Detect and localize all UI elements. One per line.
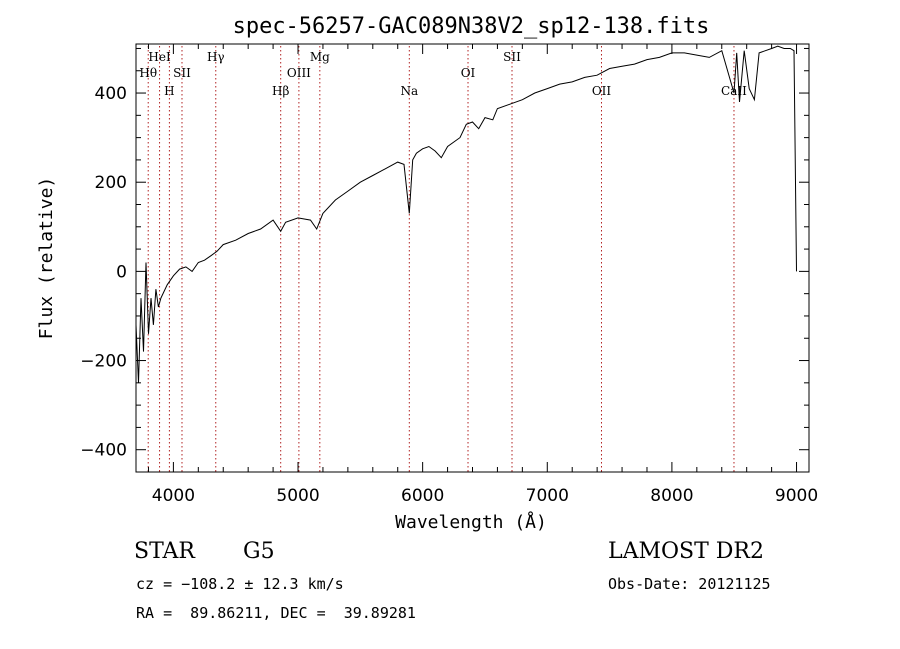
x-tick-label: 9000: [775, 486, 818, 506]
spectral-line-label: Hβ: [272, 84, 289, 98]
redshift-velocity: cz = −108.2 ± 12.3 km/s: [136, 575, 344, 593]
y-tick-label: −400: [80, 441, 127, 461]
survey-name: LAMOST DR2: [608, 539, 764, 564]
x-tick-label: 6000: [401, 486, 444, 506]
spectral-line-label: OI: [461, 66, 476, 80]
spectral-line-label: SII: [503, 50, 521, 64]
spectral-line-label: Mg: [310, 50, 330, 64]
object-subclass: G5: [243, 539, 275, 564]
spectral-line-label: Na: [400, 84, 418, 98]
y-tick-label: 0: [116, 262, 127, 282]
spectral-line-label: Hθ: [139, 66, 157, 80]
spectrum-series: [135, 45, 797, 383]
plot-frame: [135, 43, 810, 473]
spectrum-line: [135, 45, 797, 383]
spectral-line-label: OII: [592, 84, 612, 98]
observation-date: Obs-Date: 20121125: [608, 575, 771, 593]
spectral-line-label: OIII: [287, 66, 311, 80]
x-tick-label: 7000: [526, 486, 569, 506]
axis-ticks: 4000 5000 6000 7000 8000 9000 −400 −200 0 200 400: [80, 44, 818, 506]
sky-coordinates: RA = 89.86211, DEC = 39.89281: [136, 604, 416, 622]
chart-title: spec-56257-GAC089N38V2_sp12-138.fits: [233, 14, 710, 39]
y-tick-label: −200: [80, 352, 127, 372]
x-tick-label: 8000: [650, 486, 693, 506]
spectral-line-label: SII: [173, 66, 191, 80]
y-tick-label: 400: [95, 84, 127, 104]
x-tick-label: 5000: [276, 486, 319, 506]
spectral-line-label: HeI: [148, 50, 171, 64]
x-tick-label: 4000: [152, 486, 195, 506]
spectral-line-label: H: [164, 84, 174, 98]
spectral-line-label: Hγ: [207, 50, 225, 64]
object-class: STAR: [134, 539, 195, 564]
y-tick-label: 200: [95, 173, 127, 193]
x-axis-title: Wavelength (Å): [395, 511, 547, 533]
y-axis-title: Flux (relative): [36, 177, 57, 340]
